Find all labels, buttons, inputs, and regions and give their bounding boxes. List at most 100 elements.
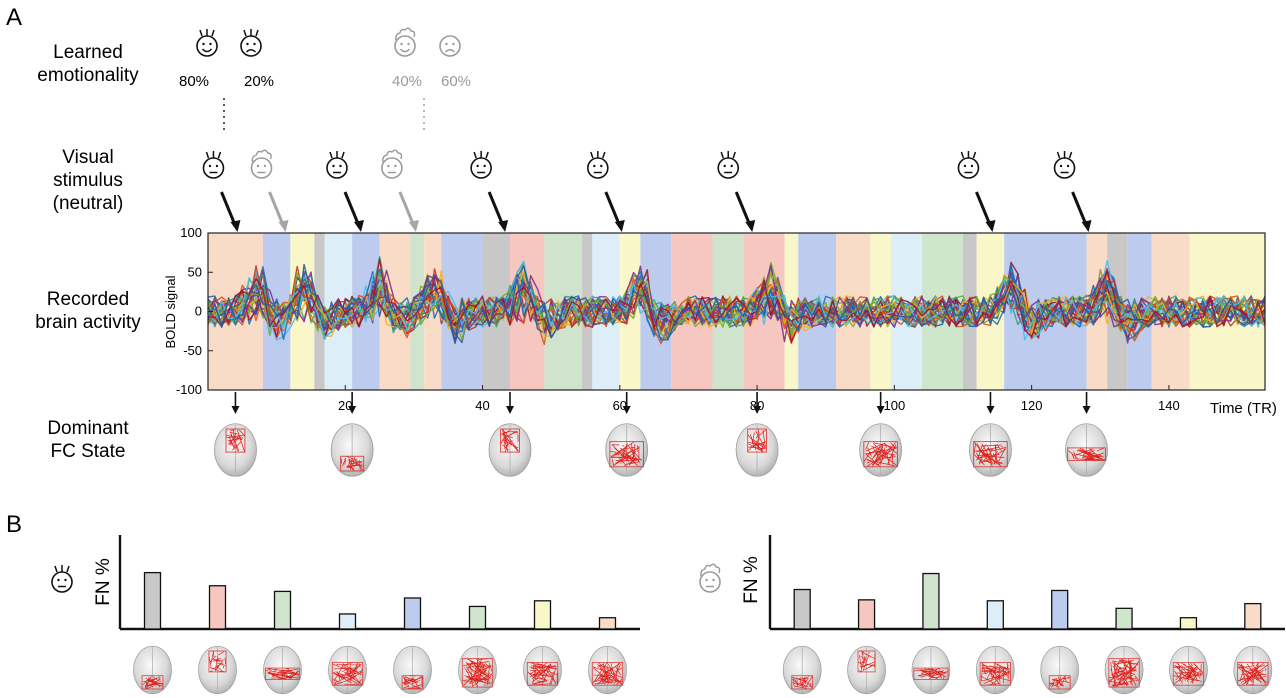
dominant-arrowhead (231, 406, 240, 414)
stimulus-arrow (220, 191, 237, 227)
stimulus-arrowhead (354, 220, 364, 232)
dominant-arrowhead (986, 406, 995, 414)
stimulus-arrow (604, 191, 622, 227)
fn-bar (1179, 617, 1198, 630)
learned-label-line2: emotionality (37, 65, 139, 86)
brain-icon (523, 645, 562, 695)
bold-series-line (207, 265, 1266, 344)
stimulus-arrow (487, 191, 505, 227)
stimulus-arrow (975, 191, 992, 227)
y-tick-label: 100 (180, 225, 202, 240)
face-a-neutral-icon (51, 564, 73, 593)
visual-label-line1: Visual (62, 147, 113, 168)
brain-icon (488, 423, 532, 477)
neutral-face-icon (717, 150, 740, 179)
stimulus-row (202, 149, 1092, 232)
panel-b-right-ylabel: FN % (741, 556, 762, 604)
neutral-face-curly-icon (250, 149, 273, 179)
bold-series-line (207, 265, 1266, 340)
y-tick-label: -50 (183, 343, 202, 358)
neutral-face-icon (202, 150, 225, 179)
brain-icon (735, 423, 779, 477)
visual-label-line3: (neutral) (53, 193, 124, 214)
face-a-happy-percent: 80% (179, 73, 209, 90)
y-tick-label: 0 (195, 304, 202, 319)
x-tick-label: 40 (475, 398, 489, 413)
neutral-face-icon (587, 150, 609, 179)
bold-timeseries (207, 256, 1266, 346)
fn-bar (468, 605, 487, 630)
dominant-arrowhead (622, 406, 631, 414)
stimulus-arrowhead (1081, 220, 1092, 232)
y-axis: -100 -50 0 50 100 (176, 225, 213, 397)
panel-b-right-bars (768, 535, 1285, 631)
brain-icon (975, 645, 1015, 695)
brain-icon (263, 645, 302, 695)
dominant-arrowhead (753, 406, 762, 414)
dominant-arrowhead (1082, 406, 1091, 414)
y-tick-label: 50 (188, 264, 202, 279)
sad-face-curly-icon (439, 35, 461, 57)
brain-icon (782, 645, 822, 695)
recorded-label-line2: brain activity (35, 312, 141, 333)
fn-bar (403, 597, 422, 630)
brain-icon (198, 645, 237, 695)
fn-bar (208, 585, 227, 630)
neutral-face-icon (470, 150, 492, 179)
dominant-arrowhead (876, 406, 885, 414)
bold-series-line (207, 272, 1266, 341)
dominant-brain-row (214, 392, 1108, 477)
brain-icon (1040, 645, 1080, 695)
panel-a-label: A (6, 4, 22, 31)
brain-icon (605, 423, 649, 477)
brain-icon (393, 645, 432, 695)
face-a-sad-percent: 20% (244, 73, 274, 90)
brain-icon (458, 645, 497, 695)
fn-bar (143, 571, 162, 630)
x-tick-label: 20 (338, 398, 352, 413)
stimulus-arrowhead (985, 220, 996, 232)
fn-bar (922, 572, 940, 630)
brain-icon (1233, 645, 1273, 695)
panel-b-left-brains (133, 645, 627, 695)
sad-face-icon (240, 28, 262, 57)
fn-bar (1115, 607, 1133, 630)
neutral-face-icon (1053, 150, 1076, 179)
brain-icon (328, 645, 367, 695)
stimulus-arrowhead (498, 220, 509, 232)
dominant-arrowhead (348, 406, 357, 414)
brain-icon (847, 645, 886, 695)
brain-icon (911, 645, 951, 695)
fn-bar (793, 588, 811, 630)
panel-b-left-ylabel: FN % (93, 558, 114, 606)
fn-bar (1244, 602, 1262, 630)
panel-b-label: B (6, 511, 22, 538)
brain-icon (1169, 645, 1208, 695)
recorded-label-line1: Recorded (47, 289, 129, 310)
bold-series-line (207, 264, 1266, 343)
x-tick-label: 120 (1021, 398, 1043, 413)
neutral-face-curly-icon (381, 149, 403, 179)
bold-series-line (207, 258, 1266, 339)
visual-label-line2: stimulus (53, 170, 123, 191)
brain-icon (1065, 423, 1108, 477)
brain-icon (1104, 645, 1144, 695)
happy-face-curly-icon (394, 27, 416, 57)
neutral-face-icon (326, 150, 348, 179)
brain-icon (969, 423, 1012, 477)
brain-icon (859, 423, 903, 477)
brain-icon (214, 423, 257, 477)
stimulus-arrow (734, 191, 752, 227)
neutral-face-icon (957, 150, 980, 179)
stimulus-arrow (268, 191, 285, 227)
x-tick-label: 60 (613, 398, 627, 413)
stimulus-arrow (1071, 191, 1088, 227)
dominant-arrowhead (506, 406, 514, 414)
fn-bar (1051, 589, 1069, 630)
learned-label-line1: Learned (53, 42, 123, 63)
panel-b-left-bars (118, 535, 640, 631)
x-axis: 20 40 60 80 100 120 140 (338, 385, 1180, 413)
bold-series-line (207, 274, 1266, 341)
stimulus-arrow (398, 191, 416, 227)
